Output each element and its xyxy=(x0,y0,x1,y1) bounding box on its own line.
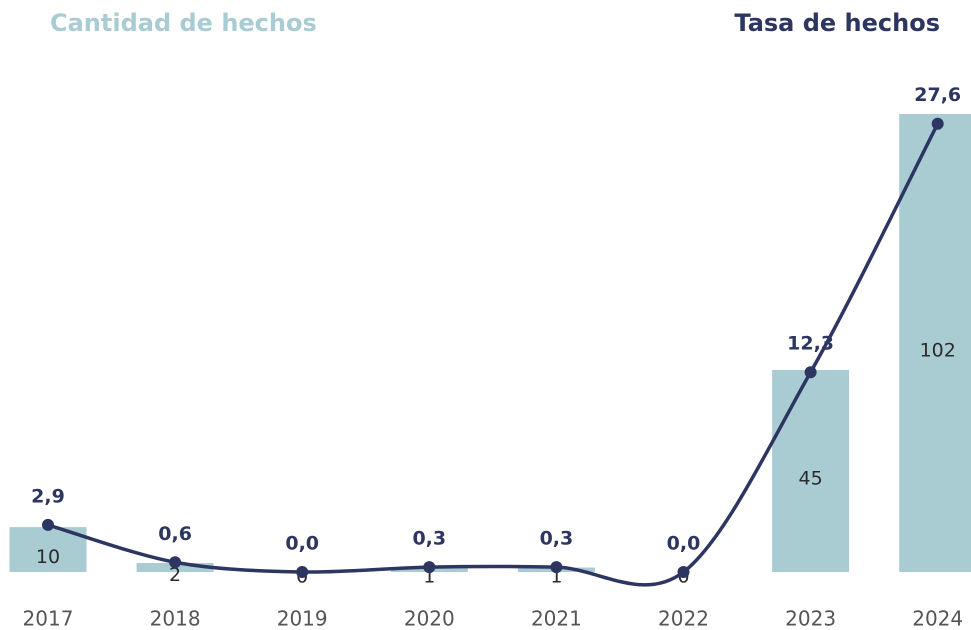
line-point xyxy=(169,556,182,569)
line-point xyxy=(42,518,54,531)
x-tick-label: 2021 xyxy=(531,607,582,630)
x-tick-label: 2020 xyxy=(404,607,455,630)
line-label: 0,3 xyxy=(412,528,446,550)
x-tick-label: 2022 xyxy=(658,607,709,630)
x-tick-label: 2023 xyxy=(785,607,836,630)
bar-label: 102 xyxy=(920,340,956,362)
legend-bar: Cantidad de hechos xyxy=(50,9,317,37)
line-label: 0,6 xyxy=(158,523,192,545)
line-label: 0,3 xyxy=(540,528,574,550)
line-point xyxy=(931,117,944,130)
line-point xyxy=(804,366,817,379)
line-label: 0,0 xyxy=(285,533,319,555)
x-tick-label: 2017 xyxy=(23,607,74,630)
legend-line: Tasa de hechos xyxy=(734,9,940,37)
line-point xyxy=(423,561,436,574)
line-label: 0,0 xyxy=(667,533,701,555)
bar-label: 45 xyxy=(799,467,823,489)
bar-label: 2 xyxy=(169,564,181,586)
bar xyxy=(899,114,971,572)
line-point xyxy=(296,566,309,578)
line-label: 27,6 xyxy=(914,84,961,106)
line-point xyxy=(550,561,563,574)
x-tick-label: 2018 xyxy=(150,607,201,630)
x-tick-label: 2019 xyxy=(277,607,328,630)
line-label: 12,3 xyxy=(787,333,834,355)
line-point xyxy=(677,566,690,578)
bar-label: 10 xyxy=(36,546,60,568)
x-tick-label: 2024 xyxy=(912,607,963,630)
line-label: 2,9 xyxy=(31,485,65,507)
bar xyxy=(772,369,850,572)
